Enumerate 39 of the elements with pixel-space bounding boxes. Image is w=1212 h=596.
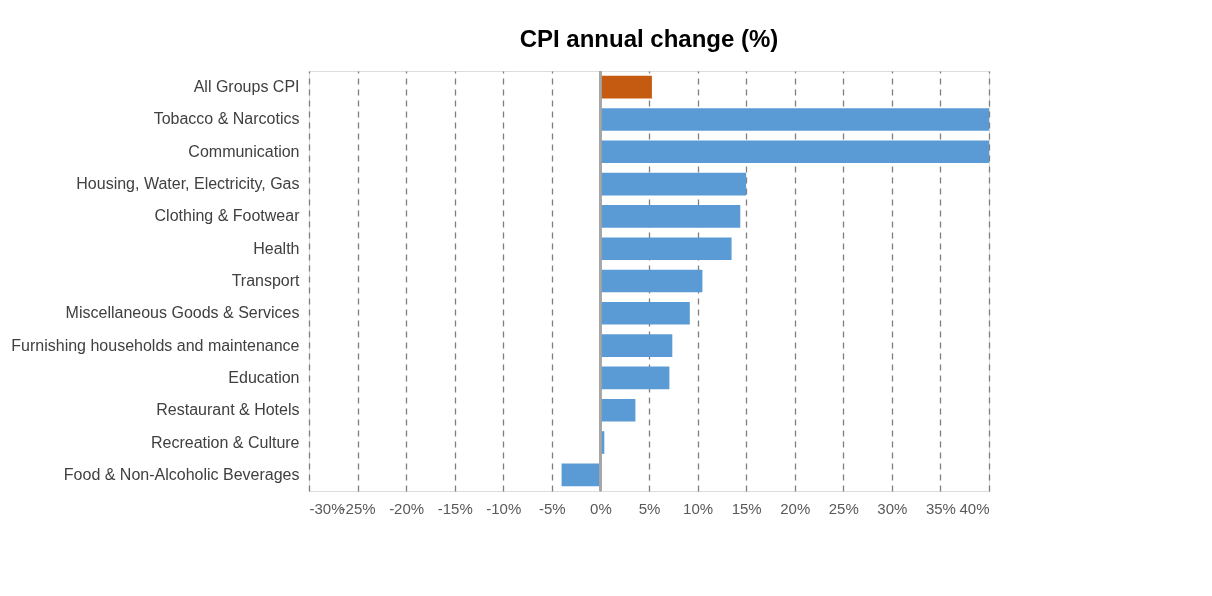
bar [600, 398, 636, 422]
y-tick-label: Miscellaneous Goods & Services [65, 304, 300, 322]
x-tick-label: -5% [539, 499, 566, 517]
chart-title: CPI annual change (%) [519, 25, 779, 53]
x-tick-label: -10% [486, 499, 522, 517]
bar [600, 269, 703, 293]
bar [600, 172, 747, 196]
y-tick-label: Clothing & Footwear [154, 207, 301, 225]
bar [600, 366, 670, 390]
y-tick-label: Communication [188, 142, 300, 160]
y-tick-label: Education [228, 368, 300, 386]
y-tick-label: Health [253, 239, 300, 257]
bar [600, 140, 989, 164]
x-tick-label: -20% [389, 499, 425, 517]
bar [600, 75, 652, 99]
bar [600, 334, 673, 357]
y-tick-label: Furnishing households and maintenance [11, 336, 300, 354]
y-tick-label: All Groups CPI [193, 78, 300, 96]
y-tick-label: Housing, Water, Electricity, Gas [76, 175, 300, 193]
bar [600, 302, 690, 325]
x-tick-label: 10% [683, 499, 714, 517]
y-tick-label: Recreation & Culture [150, 433, 300, 451]
bar [600, 237, 732, 260]
y-tick-label: Transport [231, 272, 301, 289]
x-tick-label: -15% [437, 499, 473, 517]
x-tick-label: 20% [780, 499, 811, 517]
x-tick-label: 30% [877, 499, 908, 517]
y-tick-label: Tobacco & Narcotics [153, 110, 300, 128]
bar [561, 463, 601, 487]
x-tick-label: 0% [590, 499, 612, 517]
y-tick-label: Food & Non-Alcoholic Beverages [63, 465, 300, 483]
x-tick-label: 5% [638, 499, 661, 517]
x-tick-label: 25% [828, 499, 859, 517]
bar [600, 205, 741, 228]
x-tick-label: 40% [959, 499, 990, 517]
x-tick-label: 15% [731, 499, 762, 517]
x-tick-label: 35% [925, 499, 956, 517]
bar [600, 108, 989, 131]
y-tick-label: Restaurant & Hotels [156, 401, 300, 419]
